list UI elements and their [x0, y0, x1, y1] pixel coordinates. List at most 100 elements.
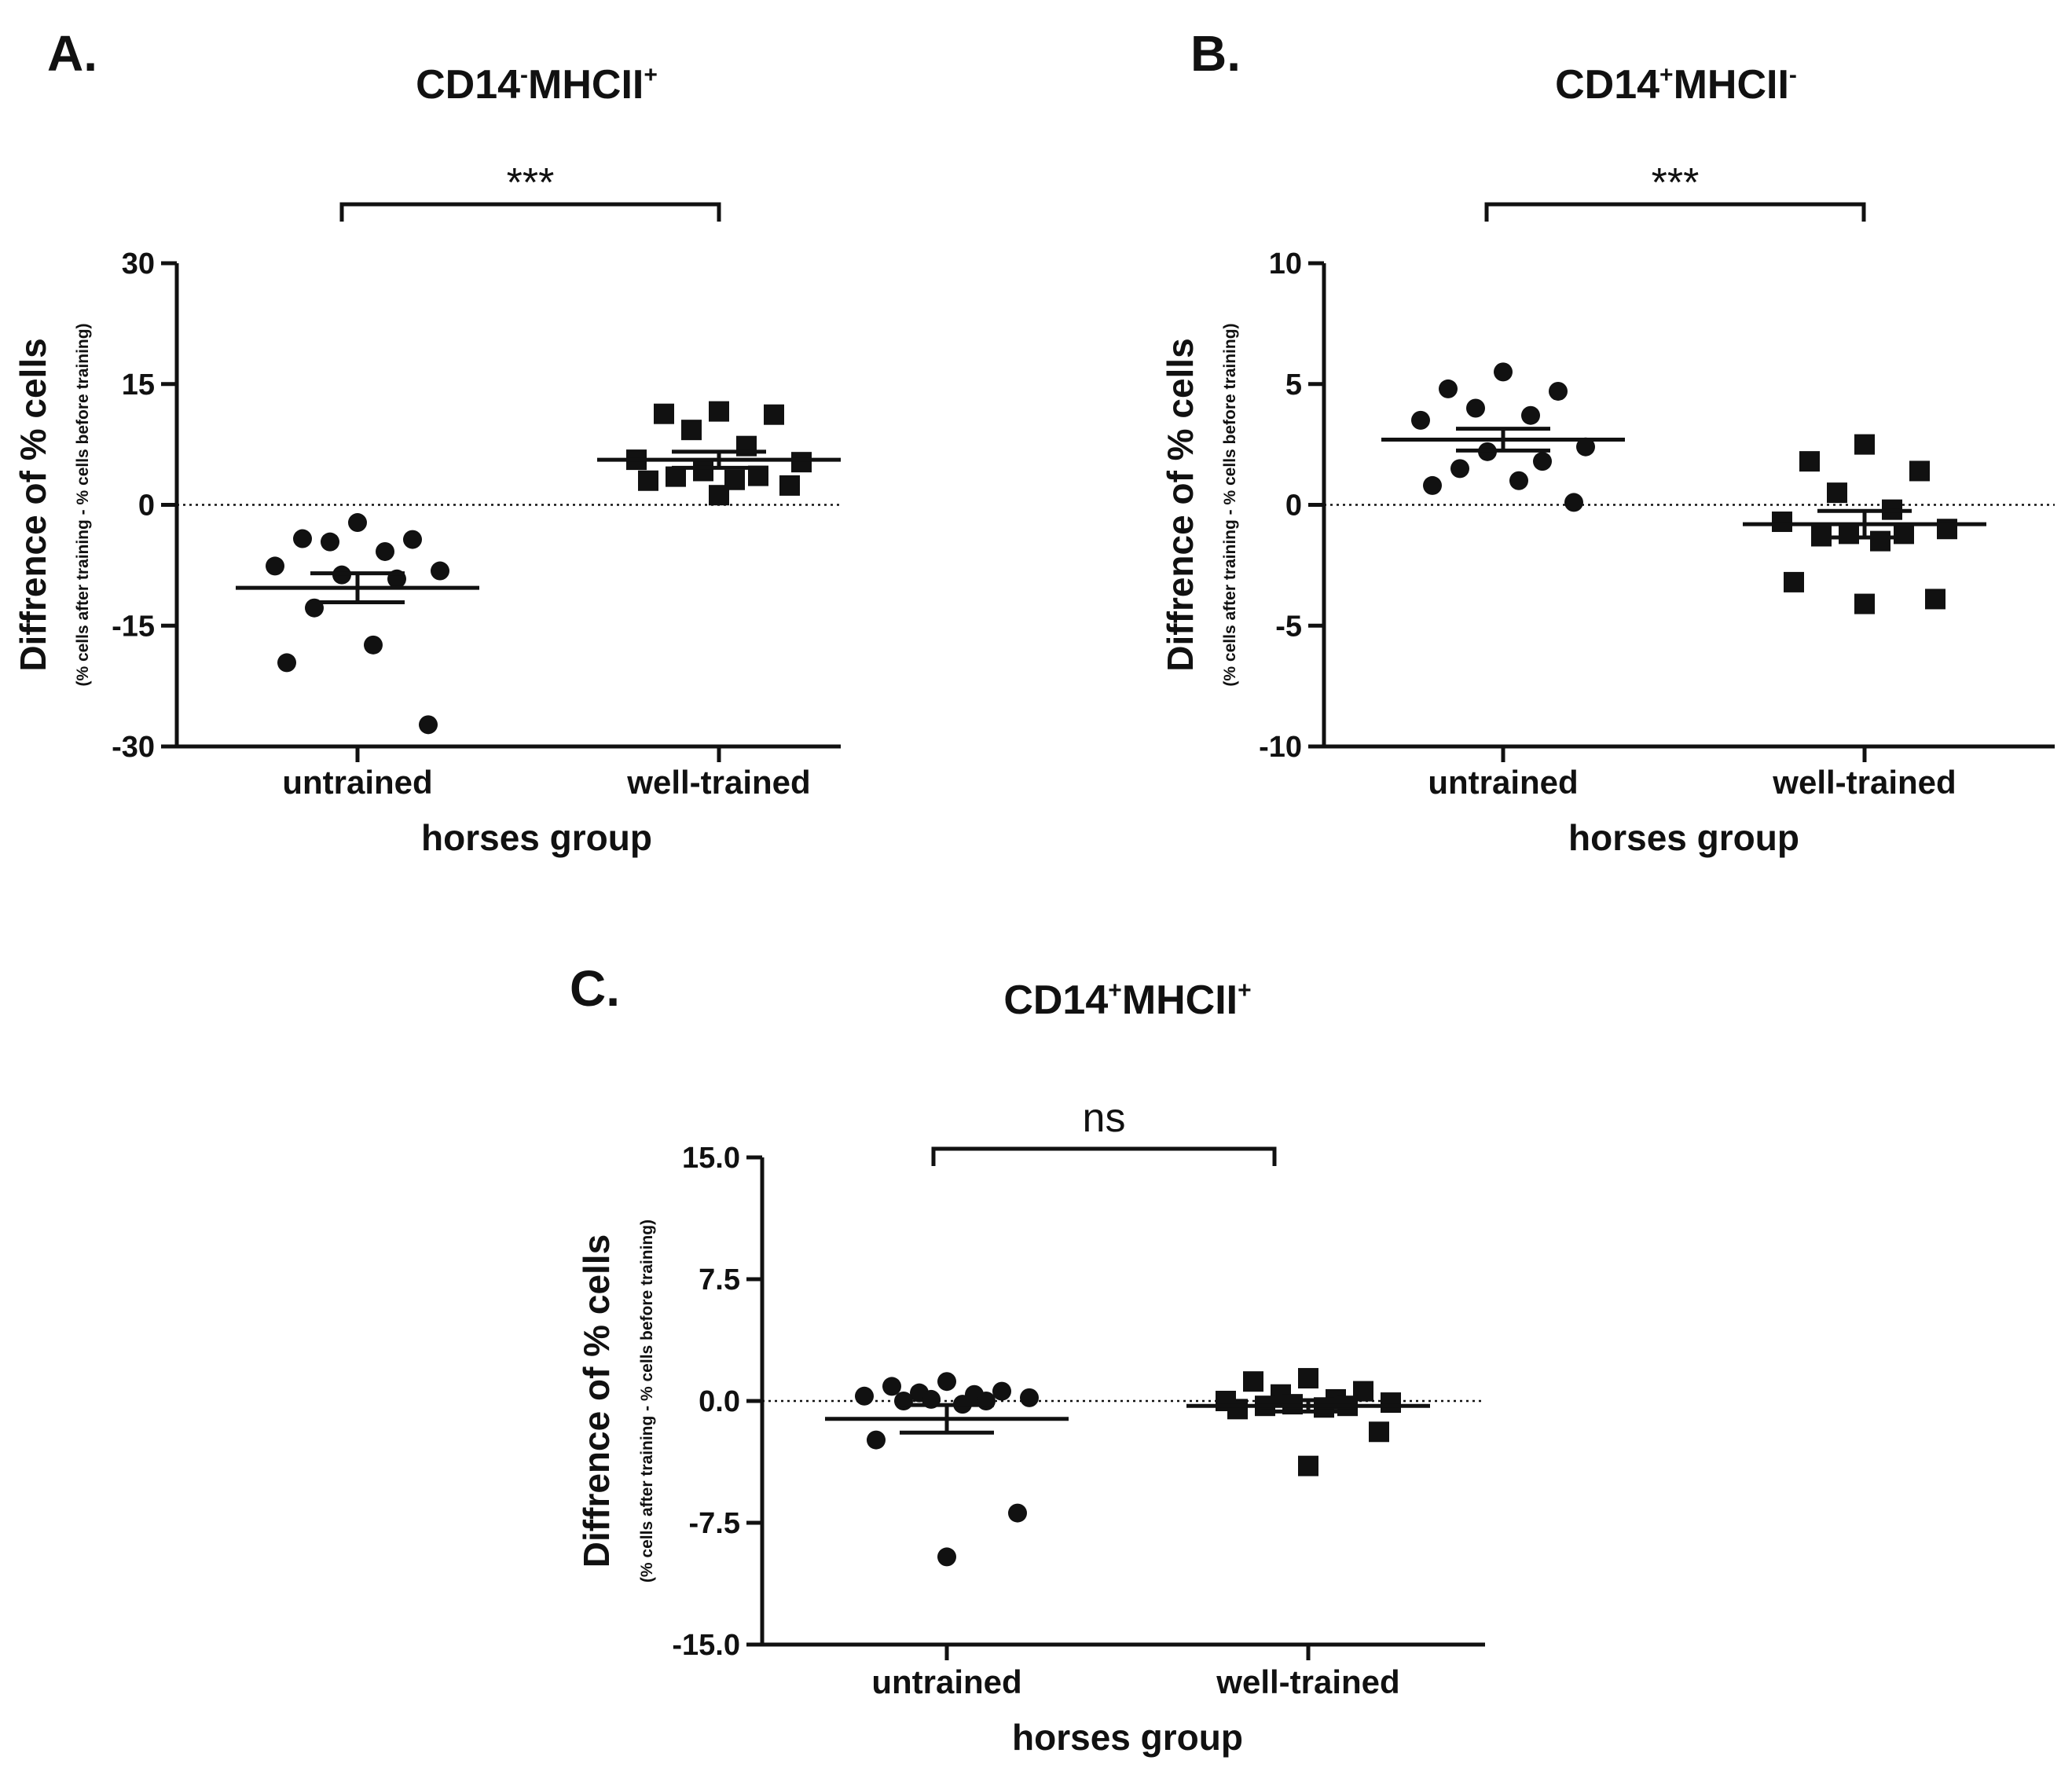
panel-b-point-untrained: [1549, 381, 1568, 401]
panel-a-point-untrained: [364, 635, 383, 655]
panel-c-xtick-label: well-trained: [1216, 1663, 1399, 1700]
panel-a-title-part-0: CD14: [416, 62, 520, 108]
panel-b-title-part-2: MHCII: [1674, 62, 1789, 108]
panel-a-ytick-label: 0: [138, 490, 155, 523]
panel-b-point-well-trained: [1799, 451, 1820, 472]
panel-b-xtick-label: well-trained: [1772, 764, 1956, 801]
panel-c-point-well-trained: [1227, 1399, 1248, 1420]
panel-c-y-axis-title: Diffrence of % cells: [576, 1234, 617, 1568]
panel-c-ytick-label: -15.0: [672, 1629, 740, 1662]
panel-c-point-untrained: [855, 1386, 874, 1406]
panel-b-point-well-trained: [1870, 530, 1890, 552]
panel-a-label: A.: [47, 25, 97, 82]
panel-b-point-untrained: [1439, 379, 1458, 398]
panel-c-x-axis-title: horses group: [1012, 1717, 1243, 1758]
panel-c-point-untrained: [1008, 1503, 1027, 1523]
panel-a-y-axis-subtitle: (% cells after training - % cells before…: [74, 323, 92, 686]
panel-b-ytick-label: 0: [1285, 490, 1302, 523]
panel-a-point-well-trained: [709, 401, 729, 422]
panel-a-point-well-trained: [638, 470, 658, 491]
panel-b-title-part-3: -: [1789, 62, 1797, 88]
panel-a-title-part-1: -: [520, 62, 528, 88]
panel-a-y-axis-title: Diffrence of % cells: [13, 338, 53, 671]
panel-a-point-untrained: [293, 529, 312, 548]
panel-c-ytick-label: -7.5: [689, 1507, 740, 1540]
panel-b-point-untrained: [1494, 362, 1513, 382]
panel-b-ytick-label: -5: [1275, 610, 1302, 643]
panel-a-point-untrained: [348, 513, 367, 533]
panel-a-sig-label: ***: [507, 160, 555, 206]
panel-a-xtick-label: well-trained: [626, 764, 810, 801]
panel-b-point-untrained: [1423, 475, 1442, 495]
panel-c-title-part-3: +: [1238, 977, 1252, 1003]
panel-c-point-well-trained: [1369, 1421, 1389, 1443]
panel-a-title: CD14-MHCII+: [416, 62, 658, 108]
panel-b-y-axis-title: Diffrence of % cells: [1160, 338, 1201, 671]
panel-a-point-untrained: [419, 715, 438, 735]
panel-b-point-untrained: [1466, 398, 1485, 418]
panel-b-point-well-trained: [1839, 523, 1859, 545]
panel-a-point-untrained: [277, 653, 296, 673]
panel-c-title-part-0: CD14: [1003, 977, 1108, 1023]
panel-b-point-untrained: [1450, 459, 1469, 479]
panel-a-point-well-trained: [709, 485, 729, 506]
panel-a-point-untrained: [431, 561, 449, 581]
panel-c-point-untrained: [937, 1372, 956, 1392]
panel-b-y-axis-subtitle: (% cells after training - % cells before…: [1221, 323, 1239, 686]
panel-a-ytick-label: 15: [122, 369, 155, 402]
panel-c-y-axis-subtitle: (% cells after training - % cells before…: [638, 1219, 656, 1582]
panel-a-ytick-label: -30: [112, 731, 155, 764]
panel-c-ytick-label: 15.0: [682, 1142, 740, 1175]
panel-a-point-well-trained: [693, 460, 713, 482]
panel-c-sig-label: ns: [1083, 1095, 1126, 1141]
panel-a-sig-bracket: [339, 202, 721, 222]
panel-c-sig-bracket: [931, 1146, 1277, 1166]
panel-a-ytick-label: 30: [122, 248, 155, 281]
panel-b-title-part-1: +: [1659, 62, 1674, 88]
panel-c-point-well-trained: [1243, 1371, 1263, 1392]
panel-b-point-well-trained: [1925, 589, 1945, 610]
panel-b-point-well-trained: [1772, 512, 1792, 533]
panel-b-ytick-label: 10: [1269, 248, 1302, 281]
panel-a-x-axis-title: horses group: [421, 817, 652, 858]
panel-c-point-untrained: [867, 1430, 886, 1450]
panel-c-point-untrained: [1020, 1388, 1039, 1407]
panel-a-title-part-3: +: [644, 62, 658, 88]
panel-a-point-well-trained: [791, 452, 812, 473]
panel-b-point-untrained: [1509, 471, 1528, 490]
panel-b-point-well-trained: [1854, 593, 1875, 614]
panel-c-point-untrained: [992, 1381, 1011, 1401]
panel-c-point-well-trained: [1298, 1455, 1318, 1476]
panel-c-ytick-label: 7.5: [699, 1263, 740, 1296]
panel-c-point-untrained: [937, 1547, 956, 1567]
panel-a-xtick-label: untrained: [282, 764, 432, 801]
panel-c-title-part-2: MHCII: [1122, 977, 1238, 1023]
panel-c-point-untrained: [977, 1392, 996, 1410]
panel-b-point-untrained: [1411, 410, 1430, 430]
panel-b-point-well-trained: [1784, 571, 1804, 592]
panel-a-point-well-trained: [681, 420, 702, 441]
panel-b-point-well-trained: [1894, 523, 1914, 545]
panel-b-title: CD14+MHCII-: [1555, 62, 1797, 108]
panel-c-xtick-label: untrained: [871, 1663, 1021, 1700]
panel-a-point-untrained: [403, 530, 422, 549]
panel-b-point-untrained: [1576, 437, 1595, 457]
panel-b-label: B.: [1190, 25, 1241, 82]
panel-a-point-well-trained: [654, 403, 674, 424]
panel-b-point-well-trained: [1909, 460, 1930, 482]
panel-b-title-part-0: CD14: [1555, 62, 1659, 108]
panel-a-point-well-trained: [764, 404, 784, 425]
panel-b-point-well-trained: [1854, 434, 1875, 455]
panel-b-point-well-trained: [1937, 519, 1957, 540]
panel-c-label: C.: [570, 960, 620, 1017]
panel-c-point-untrained: [894, 1392, 913, 1410]
panel-b-xtick-label: untrained: [1428, 764, 1578, 801]
panel-a-point-untrained: [321, 532, 339, 552]
panel-b-point-untrained: [1521, 405, 1540, 425]
panel-c-ytick-label: 0.0: [699, 1385, 740, 1418]
panel-b-ytick-label: 5: [1285, 369, 1302, 402]
panel-b-point-untrained: [1564, 493, 1583, 512]
panel-a-point-well-trained: [666, 466, 686, 487]
panel-a-point-well-trained: [779, 475, 800, 496]
